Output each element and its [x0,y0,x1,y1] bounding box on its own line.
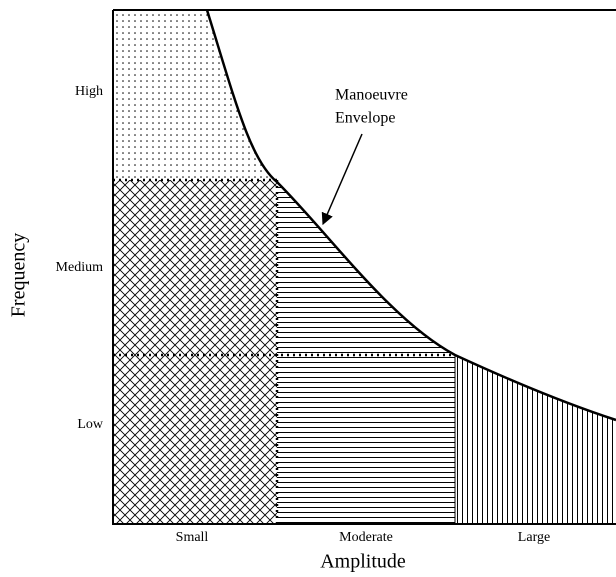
x-label: Large [518,530,550,545]
crosshatch-region [113,180,277,524]
axes [112,9,616,525]
y-axis-title: Frequency [8,233,30,317]
y-label: Medium [56,260,104,275]
annotation: Envelope [335,110,395,127]
x-axis-title: Amplitude [320,551,406,573]
annotation: Manoeuvre [335,87,408,104]
vertical-region [455,10,616,524]
x-label: Moderate [339,530,393,545]
envelope-curve [205,9,616,422]
annotation-arrow [321,133,363,226]
dotted-region [113,10,277,180]
y-label: Low [77,417,104,432]
y-label: High [75,84,103,99]
x-label: Small [176,530,209,545]
